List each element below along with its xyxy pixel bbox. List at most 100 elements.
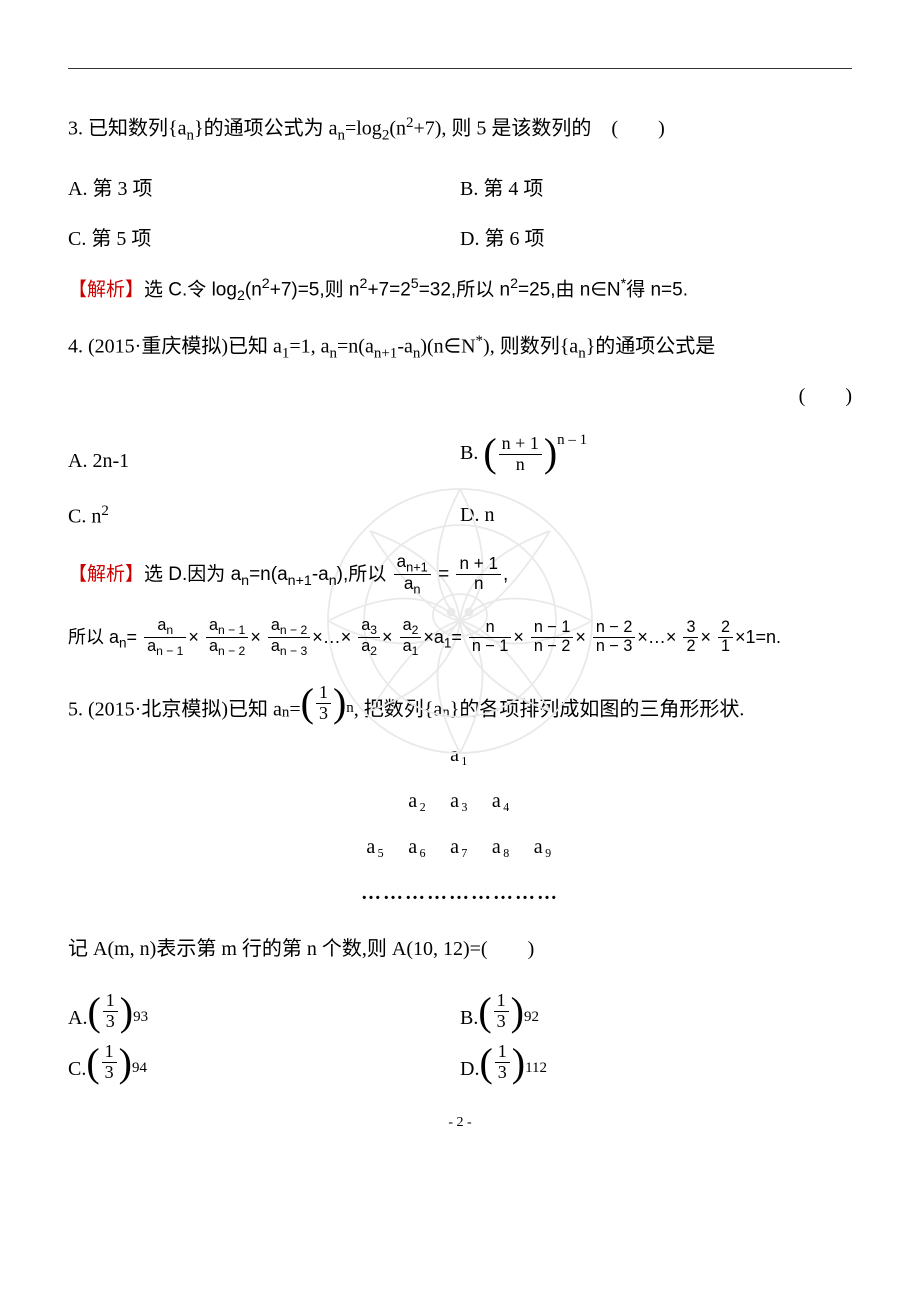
sub-np1: n+1	[406, 559, 428, 574]
frac-den: a1	[400, 638, 422, 659]
answer-label: 【解析】	[68, 279, 144, 300]
q4-opt-d: D. n	[460, 501, 852, 531]
fraction: a3a2	[356, 617, 382, 659]
sub: n − 3	[280, 644, 307, 658]
sup-star: *	[476, 333, 484, 349]
fraction: 21	[716, 619, 735, 656]
sub: n − 1	[218, 623, 245, 637]
lparen-icon: (	[87, 994, 100, 1030]
sub-n: n	[186, 128, 194, 144]
optc-text: C. n	[68, 506, 101, 528]
q3-ans: =32,所以 n	[419, 279, 510, 300]
q4-blank: ( )	[68, 382, 852, 410]
sub-np1: n+1	[288, 572, 312, 588]
frac-num: a3	[358, 617, 380, 639]
fraction: n + 1n	[454, 555, 503, 594]
q5-opt-d: D. (13)112	[460, 1042, 852, 1083]
q5-text: =	[289, 698, 300, 720]
q5-stem2: 记 A(m, n)表示第 m 行的第 n 个数,则 A(10, 12)=( )	[68, 935, 852, 963]
lparen-icon: (	[483, 435, 496, 471]
frac-num: n − 1	[531, 619, 573, 638]
q3-opts-row1: A. 第 3 项 B. 第 4 项	[68, 175, 852, 203]
frac-num: an − 1	[206, 617, 248, 639]
rparen-icon: )	[120, 994, 133, 1030]
lparen-icon: (	[301, 685, 314, 721]
frac-den: 3	[102, 1063, 117, 1083]
end: ×1=n.	[735, 627, 781, 647]
q4-opt-b: B. (n + 1n)n – 1	[460, 434, 852, 475]
fraction: an − 2an − 3	[266, 617, 312, 659]
q4-ans: -a	[312, 564, 329, 585]
rparen-icon: )	[511, 994, 524, 1030]
sub-n: n	[119, 635, 127, 650]
a: a	[404, 574, 414, 593]
q4-answer-block: 【解析】选 D.因为 an=n(an+1-an),所以 an+1an = n +…	[68, 553, 852, 659]
frac-num: 1	[103, 991, 118, 1012]
q5-opts-row2: C. (13)94 D. (13)112	[68, 1042, 852, 1083]
frac-den: 3	[103, 1012, 118, 1032]
q3-opt-c: C. 第 5 项	[68, 225, 460, 253]
q3-opts-row2: C. 第 5 项 D. 第 6 项	[68, 225, 852, 253]
frac-den: n − 1	[469, 638, 511, 656]
frac-num: an − 2	[268, 617, 310, 639]
q3-ans: 得 n=5.	[626, 279, 688, 300]
frac-den: 3	[316, 704, 331, 724]
fraction: 32	[681, 619, 700, 656]
a: a	[397, 552, 407, 571]
exp: 93	[133, 1007, 148, 1028]
times: ×	[312, 627, 323, 647]
sup-2: 2	[510, 276, 518, 292]
sup-2: 2	[101, 503, 109, 519]
rparen-icon: )	[544, 435, 557, 471]
q4-opt-a: A. 2n-1	[68, 447, 460, 475]
sup-2: 2	[262, 276, 270, 292]
dots: …	[648, 627, 666, 647]
q4-opts-row1: A. 2n-1 B. (n + 1n)n – 1	[68, 434, 852, 475]
sub-n: n	[241, 572, 249, 588]
sub: 2	[370, 644, 377, 658]
opt-label: B.	[460, 1004, 478, 1032]
fraction: 13	[100, 1042, 119, 1083]
q4-ans: 所以 a	[68, 627, 119, 647]
fraction: anan − 1	[142, 617, 188, 659]
frac-num: a2	[400, 617, 422, 639]
q3-text: 3. 已知数列{a	[68, 118, 186, 140]
q3-text: (n	[389, 118, 406, 140]
exp: n	[346, 700, 354, 716]
q4-text: )(n∈N	[420, 335, 475, 357]
q3-text: =log	[345, 118, 382, 140]
q3-ans: 选 C.令 log	[144, 279, 237, 300]
q4-ans: ),所以	[337, 564, 392, 585]
sup-5: 5	[411, 276, 419, 292]
fraction: n + 1n	[497, 434, 544, 475]
frac-den: 3	[495, 1063, 510, 1083]
top-rule	[68, 68, 852, 69]
sub-n: n	[578, 345, 586, 361]
frac-den: n	[499, 455, 542, 475]
tri-row-1: a₁	[68, 741, 852, 769]
fraction: 13	[493, 1042, 512, 1083]
sub: n − 2	[218, 644, 245, 658]
q3-ans: =25,由 n∈N	[518, 279, 621, 300]
frac-den: a2	[358, 638, 380, 659]
fraction: 13	[314, 683, 333, 724]
q5-opt-b: B. (13)92	[460, 991, 852, 1032]
rparen-icon: )	[119, 1045, 132, 1081]
q5-stem: 5. (2015·北京模拟)已知 an=(13)n, 把数列{an}的各项排列成…	[68, 683, 852, 724]
fraction: nn − 1	[467, 619, 513, 656]
frac-den: an − 2	[206, 638, 248, 659]
times: ×	[666, 627, 677, 647]
q4-opt-c: C. n2	[68, 501, 460, 531]
comma: ,	[503, 564, 508, 585]
frac-num: n + 1	[499, 434, 542, 455]
times: ×	[341, 627, 352, 647]
lparen-icon: (	[479, 1045, 492, 1081]
lparen-icon: (	[86, 1045, 99, 1081]
q5-text: , 把数列{a	[354, 698, 442, 720]
frac-num: 1	[495, 1042, 510, 1063]
eq: =	[438, 564, 454, 585]
dots: …	[323, 627, 341, 647]
q3-stem: 3. 已知数列{an}的通项公式为 an=log2(n2+7), 则 5 是该数…	[68, 113, 852, 147]
sub: n − 2	[280, 623, 307, 637]
q3-opt-b: B. 第 4 项	[460, 175, 852, 203]
